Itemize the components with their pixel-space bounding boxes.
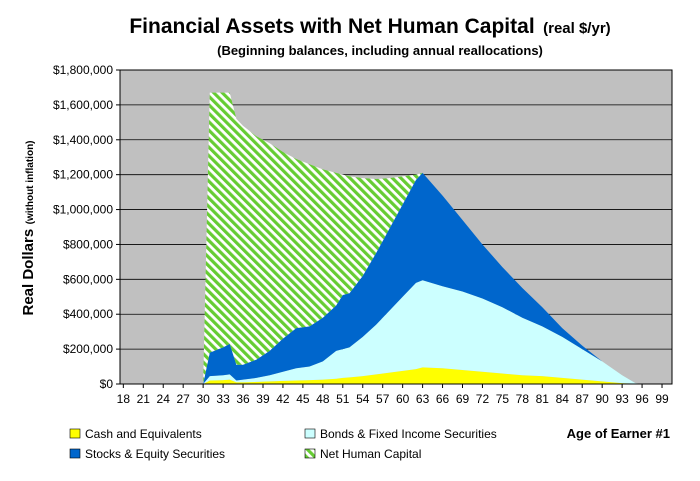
chart-title: Financial Assets with Net Human Capital	[129, 15, 534, 38]
y-tick-label: $600,000	[63, 272, 113, 286]
area	[203, 367, 643, 384]
x-tick-label: 24	[157, 392, 171, 406]
area	[203, 280, 643, 384]
x-tick-label: 93	[615, 392, 629, 406]
x-tick-label: 69	[456, 392, 470, 406]
legend-label: Net Human Capital	[320, 447, 421, 461]
x-tick-label: 87	[576, 392, 590, 406]
x-tick-label: 30	[196, 392, 210, 406]
legend-swatch	[304, 448, 316, 459]
x-tick-label: 60	[396, 392, 410, 406]
x-tick-label: 66	[436, 392, 450, 406]
x-tick-label: 36	[236, 392, 250, 406]
y-tick-label: $1,200,000	[53, 168, 113, 182]
x-tick-label: 18	[117, 392, 131, 406]
y-tick-label: $1,600,000	[53, 98, 113, 112]
area	[203, 92, 643, 384]
y-tick-label: $200,000	[63, 342, 113, 356]
legend-swatch	[304, 428, 316, 439]
plot-area: $0 $200,000 $400,000 $600,000 $800,000 $1,000…	[53, 63, 673, 406]
y-tick-label: $0	[100, 377, 114, 391]
x-tick-label: 84	[556, 392, 570, 406]
chart-title-note: (real $/yr)	[543, 20, 611, 37]
x-tick-label: 96	[635, 392, 649, 406]
x-tick-label: 99	[655, 392, 669, 406]
y-tick-label: $1,800,000	[53, 63, 113, 77]
y-tick-label: $800,000	[63, 237, 113, 251]
x-tick-label: 81	[536, 392, 550, 406]
x-tick-label: 48	[316, 392, 330, 406]
chart-title-group: Financial Assets with Net Human Capital …	[129, 15, 610, 38]
x-tick-label: 33	[216, 392, 230, 406]
x-tick-label: 78	[516, 392, 530, 406]
legend-swatch	[69, 428, 81, 439]
area	[203, 172, 643, 384]
x-tick-label: 54	[356, 392, 370, 406]
y-axis-title-group: Real Dollars (without inflation)	[20, 140, 37, 315]
legend: Cash and Equivalents Bonds & Fixed Income…	[69, 427, 497, 461]
x-tick-label: 72	[476, 392, 490, 406]
x-tick-label: 21	[137, 392, 151, 406]
x-tick-label: 51	[336, 392, 350, 406]
legend-label: Cash and Equivalents	[85, 427, 202, 441]
x-tick-label: 39	[256, 392, 270, 406]
legend-swatch	[69, 448, 81, 459]
plot-border	[119, 69, 673, 385]
x-tick-label: 42	[276, 392, 290, 406]
y-tick-label: $400,000	[63, 307, 113, 321]
legend-label: Bonds & Fixed Income Securities	[320, 427, 497, 441]
x-tick-label: 45	[296, 392, 310, 406]
x-tick-label: 63	[416, 392, 430, 406]
x-tick-label: 90	[595, 392, 609, 406]
x-tick-label: 27	[177, 392, 191, 406]
y-axis-title-note: (without inflation)	[25, 140, 36, 224]
y-tick-label: $1,000,000	[53, 203, 113, 217]
x-axis-title: Age of Earner #1	[567, 426, 670, 441]
y-tick-label: $1,400,000	[53, 133, 113, 147]
x-tick-label: 75	[496, 392, 510, 406]
y-axis-title: Real Dollars	[20, 229, 37, 316]
x-tick-label: 57	[376, 392, 390, 406]
legend-label: Stocks & Equity Securities	[85, 447, 225, 461]
chart-subtitle: (Beginning balances, including annual re…	[217, 43, 543, 58]
